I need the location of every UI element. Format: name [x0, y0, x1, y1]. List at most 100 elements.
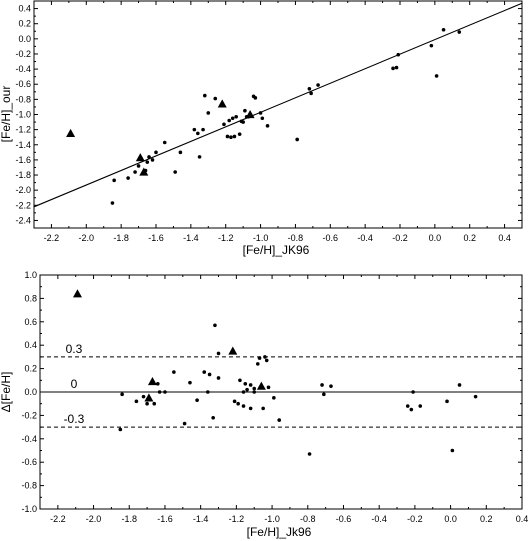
- top-x-tick-label: 0.0: [429, 233, 442, 243]
- bottom-y-tick-label: 0.2: [24, 364, 37, 374]
- top-fit-line: [33, 2, 523, 208]
- bottom-x-tick-label: -1.2: [229, 514, 245, 524]
- bottom-x-axis-label: [Fe/H]_Jk96: [247, 525, 312, 539]
- bottom-circle-point: [277, 418, 282, 422]
- bottom-y-tick-label: -0.4: [21, 434, 37, 444]
- top-circle-point: [145, 160, 150, 164]
- top-circle-point: [232, 134, 237, 139]
- bottom-circle-point: [418, 404, 423, 408]
- top-circle-point: [213, 96, 218, 101]
- top-y-tick-label: -1.2: [15, 125, 31, 135]
- top-circle-point: [222, 122, 226, 127]
- bottom-circle-point: [157, 390, 162, 394]
- top-circle-point: [110, 201, 115, 205]
- top-circle-point: [126, 176, 130, 180]
- bottom-circle-point: [243, 382, 248, 386]
- top-circle-point: [196, 131, 200, 136]
- bottom-circle-point: [252, 386, 257, 391]
- top-circle-point: [434, 74, 439, 78]
- top-circle-point: [237, 132, 242, 136]
- top-circle-point: [241, 120, 245, 124]
- top-circle-point: [253, 96, 258, 100]
- bottom-circle-point: [266, 385, 271, 390]
- top-circle-point: [173, 170, 177, 174]
- bottom-circle-point: [307, 452, 312, 456]
- bottom-circle-point: [141, 394, 146, 399]
- top-x-tick-label: -0.6: [323, 233, 339, 243]
- bottom-circle-point: [216, 351, 221, 356]
- bottom-circle-point: [257, 356, 262, 360]
- top-y-tick-label: -1.6: [15, 155, 31, 165]
- bottom-panel: 0.3 0 -0.3 -2.2 -2.0 -1.8 -1.6 -1.4 -1.2 -1.0 -0.…: [0, 270, 528, 539]
- bottom-circle-point: [236, 401, 240, 406]
- top-circle-point: [230, 116, 235, 121]
- bottom-circle-point: [216, 376, 221, 380]
- bottom-circle-point: [241, 390, 246, 394]
- top-circle-point: [227, 118, 231, 123]
- bottom-x-tick-label: 0.2: [480, 514, 493, 524]
- bottom-circle-point: [320, 383, 324, 387]
- top-y-tick-label: -1.4: [15, 140, 31, 150]
- bottom-circle-point: [450, 448, 455, 453]
- top-circle-point: [309, 91, 313, 96]
- bottom-circle-point: [255, 362, 260, 366]
- top-circle-point: [136, 164, 141, 168]
- bottom-circle-point: [248, 406, 253, 411]
- bottom-circle-point: [238, 378, 242, 383]
- top-circle-point: [258, 111, 263, 115]
- bottom-circle-point: [182, 421, 187, 426]
- bottom-x-tick-label: -0.6: [336, 514, 352, 524]
- top-circle-point: [234, 114, 238, 119]
- top-circle-point: [225, 134, 230, 139]
- bottom-x-tick-label: -1.6: [157, 514, 173, 524]
- top-panel: -2.2 -2.0 -1.8 -1.6 -1.4 -1.2 -1.0 -0.8 -0.6 -0.4…: [0, 0, 523, 257]
- top-x-tick-label: -1.0: [253, 233, 269, 243]
- top-circle-point: [260, 116, 265, 121]
- bottom-circle-point: [329, 384, 333, 388]
- bottom-x-ticks: -2.2 -2.0 -1.8 -1.6 -1.4 -1.2 -1.0 -0.8 -0.6 -0.4…: [50, 275, 528, 524]
- top-triangle-point: [217, 99, 227, 108]
- top-y-ticks: -2.4 -2.2 -2.0 -1.8 -1.6 -1.4 -1.2 -1.0 -0.8 -0.6…: [15, 4, 522, 225]
- bottom-circle-point: [156, 382, 160, 386]
- top-x-tick-label: -1.6: [148, 233, 164, 243]
- top-circle-point: [243, 108, 247, 113]
- top-x-tick-label: -2.2: [44, 233, 60, 243]
- top-plot-frame: [33, 0, 523, 229]
- bottom-reference-lines: 0.3 0 -0.3: [40, 342, 522, 428]
- top-circle-point: [201, 127, 205, 132]
- bottom-x-tick-label: 0.0: [444, 514, 457, 524]
- top-x-axis-label: [Fe/H]_JK96: [243, 243, 310, 257]
- bottom-circle-point: [120, 392, 124, 397]
- top-y-axis-label: [Fe/H]_our: [0, 86, 13, 143]
- bottom-circle-point: [152, 401, 157, 406]
- top-circle-point: [197, 155, 202, 159]
- top-circle-point: [429, 43, 434, 48]
- bottom-circle-point: [445, 399, 449, 404]
- bottom-circle-point: [272, 396, 276, 400]
- bottom-y-ticks: -1.0 -0.8 -0.6 -0.4 -0.2 0.0 0.2 0.4 0.6 0.8 1.0: [21, 270, 522, 514]
- top-x-tick-label: -0.2: [392, 233, 408, 243]
- top-circle-point: [192, 127, 197, 132]
- top-circle-point: [162, 140, 167, 145]
- top-circle-point: [154, 150, 158, 155]
- bottom-x-tick-label: -0.4: [371, 514, 387, 524]
- bottom-x-tick-label: -2.0: [86, 514, 102, 524]
- bottom-circle-point: [264, 358, 269, 363]
- top-y-tick-label: -1.8: [15, 170, 31, 180]
- bottom-x-tick-label: 0.4: [516, 514, 529, 524]
- bottom-circle-point: [409, 407, 414, 412]
- bottom-circle-point: [245, 387, 249, 392]
- top-circle-point: [316, 83, 320, 87]
- top-y-tick-label: 0.4: [18, 4, 31, 14]
- bottom-circle-point: [232, 399, 237, 404]
- top-y-tick-label: 0.0: [18, 34, 31, 44]
- top-y-tick-label: 0.2: [18, 19, 31, 29]
- bottom-circle-point: [206, 390, 210, 394]
- bottom-y-tick-label: 0.6: [24, 317, 37, 327]
- bottom-circle-point: [405, 404, 410, 408]
- top-circle-point: [147, 155, 151, 159]
- top-y-tick-label: -2.0: [15, 185, 31, 195]
- bottom-circle-point: [457, 383, 462, 387]
- bottom-x-tick-label: -1.8: [122, 514, 138, 524]
- bottom-circle-point: [163, 390, 167, 394]
